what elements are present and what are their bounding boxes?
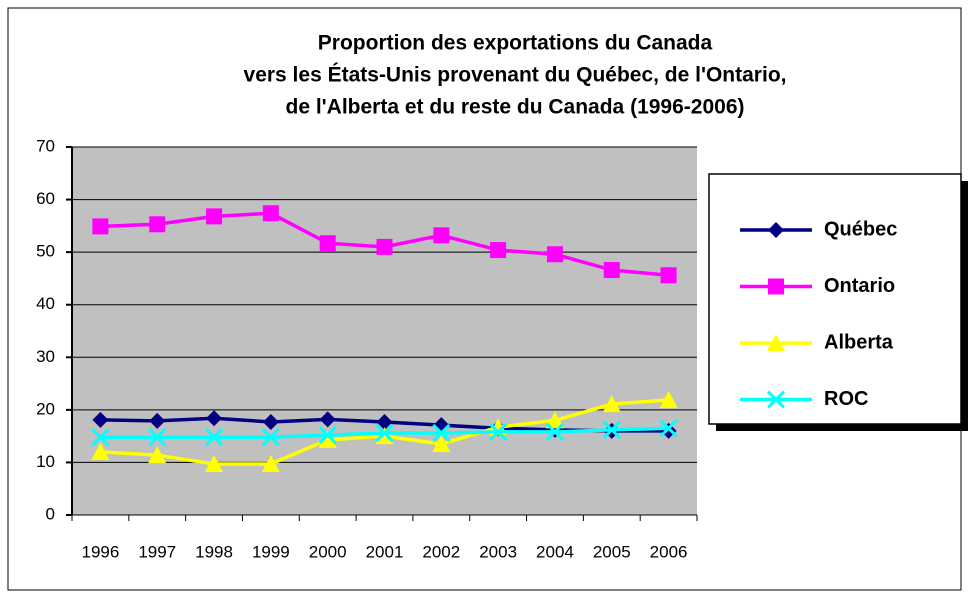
data-point <box>91 442 110 460</box>
x-tick-label: 2001 <box>366 542 404 561</box>
data-point <box>603 262 620 279</box>
data-point <box>205 455 224 473</box>
data-point <box>318 430 337 448</box>
legend-label: Québec <box>824 218 897 240</box>
data-point <box>376 238 393 255</box>
x-tick-label: 2005 <box>593 542 631 561</box>
y-tick-label: 0 <box>46 504 55 523</box>
data-point <box>148 428 167 447</box>
legend-marker <box>766 390 786 409</box>
data-point <box>602 395 621 413</box>
data-point <box>432 423 451 443</box>
data-point <box>206 208 223 225</box>
y-tick-label: 30 <box>36 347 55 366</box>
data-point <box>261 428 280 447</box>
plot-area <box>72 147 697 515</box>
data-point <box>545 422 565 441</box>
data-point <box>319 235 336 252</box>
data-point <box>659 419 678 438</box>
legend-box <box>708 173 962 425</box>
legend-marker <box>768 278 784 295</box>
data-point <box>432 435 451 453</box>
data-point <box>602 420 621 439</box>
data-point <box>489 422 508 441</box>
data-point <box>375 423 394 443</box>
x-tick-label: 2002 <box>422 542 460 561</box>
y-tick-label: 70 <box>36 136 55 155</box>
data-point <box>375 427 394 445</box>
x-tick-label: 1997 <box>138 542 176 561</box>
y-tick-label: 50 <box>36 242 55 261</box>
legend-marker <box>768 222 784 238</box>
data-point <box>433 227 450 244</box>
legend-label: ROC <box>824 388 868 410</box>
data-point <box>319 411 336 428</box>
legend-label: Ontario <box>824 275 895 297</box>
data-point <box>261 455 280 473</box>
y-tick-label: 40 <box>36 294 55 313</box>
y-tick-label: 20 <box>36 399 55 418</box>
data-point <box>545 411 564 429</box>
x-tick-label: 1998 <box>195 542 233 561</box>
x-tick-label: 2004 <box>536 542 574 561</box>
data-point <box>149 412 166 429</box>
chart-title: vers les États-Unis provenant du Québec,… <box>244 64 787 87</box>
chart-title: de l'Alberta et du reste du Canada (1996… <box>286 96 745 119</box>
data-point <box>262 205 279 222</box>
legend-label: Alberta <box>824 331 894 353</box>
data-point <box>206 410 223 427</box>
y-tick-label: 10 <box>36 452 55 471</box>
y-tick-label: 60 <box>36 189 55 208</box>
data-point <box>490 242 507 259</box>
x-tick-label: 1999 <box>252 542 290 561</box>
data-point <box>91 428 110 447</box>
data-point <box>148 446 167 464</box>
legend-marker <box>767 334 785 351</box>
data-point <box>546 246 563 263</box>
data-point <box>660 267 677 284</box>
data-point <box>262 413 279 430</box>
data-point <box>659 390 678 408</box>
x-tick-label: 2006 <box>650 542 688 561</box>
chart-title: Proportion des exportations du Canada <box>318 32 713 55</box>
x-tick-label: 1996 <box>81 542 119 561</box>
x-tick-label: 2003 <box>479 542 517 561</box>
data-point <box>376 413 393 430</box>
x-tick-label: 2000 <box>309 542 347 561</box>
data-point <box>92 411 109 428</box>
data-point <box>92 218 109 235</box>
data-point <box>318 426 337 445</box>
data-point <box>204 428 224 447</box>
data-point <box>149 216 166 233</box>
